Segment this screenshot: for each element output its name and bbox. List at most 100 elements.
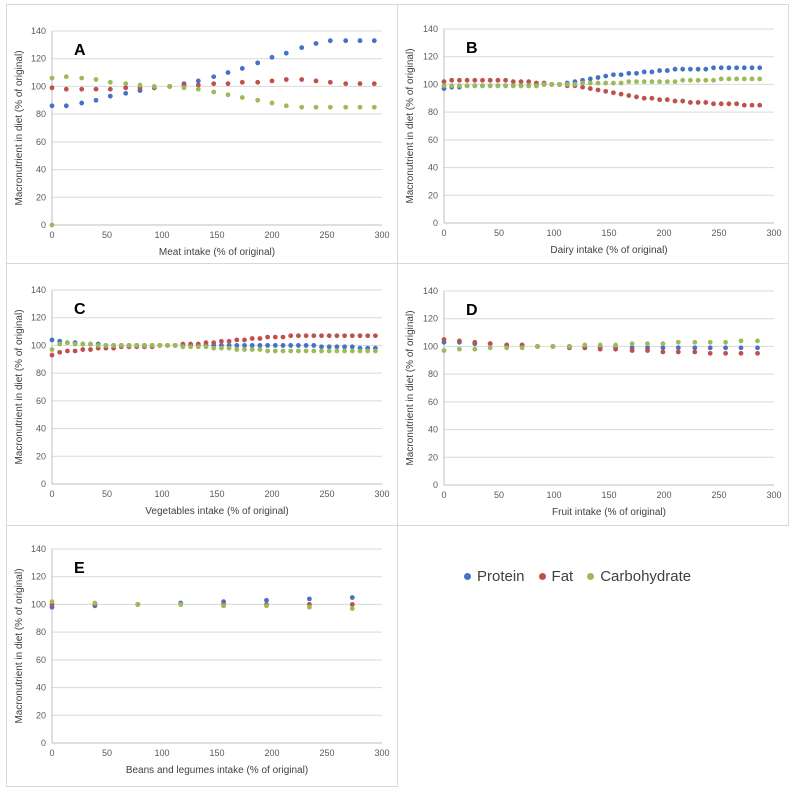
carbohydrate-point [534, 83, 539, 89]
protein-point [49, 337, 55, 343]
carbohydrate-point [550, 344, 556, 349]
carbohydrate-point [357, 104, 363, 110]
protein-point [587, 76, 593, 82]
y-tick-label: 0 [433, 218, 438, 228]
fat-point [718, 101, 724, 107]
protein-point [660, 345, 666, 351]
protein-point [93, 97, 99, 103]
fat-point [357, 81, 363, 87]
protein-point [692, 345, 698, 351]
carbohydrate-point [738, 338, 744, 344]
carbohydrate-point [49, 222, 55, 228]
x-tick-label: 100 [154, 230, 169, 240]
fat-point [242, 337, 247, 343]
y-tick-label: 80 [36, 109, 46, 119]
protein-point [680, 66, 686, 72]
protein-point [288, 343, 294, 348]
fat-point [680, 98, 686, 104]
carbohydrate-point [49, 599, 55, 605]
fat-point [629, 348, 635, 353]
fat-point [695, 100, 701, 105]
fat-point [688, 100, 693, 105]
y-tick-label: 40 [36, 683, 46, 693]
fat-point [487, 77, 493, 83]
y-tick-label: 60 [36, 396, 46, 406]
carbohydrate-point [167, 84, 173, 89]
y-tick-label: 100 [31, 340, 46, 350]
fat-point [626, 93, 632, 98]
protein-point [327, 38, 333, 44]
fat-point [480, 77, 485, 83]
x-tick-label: 250 [319, 748, 334, 758]
x-tick-label: 150 [209, 230, 224, 240]
fat-point [239, 79, 245, 85]
x-tick-label: 300 [766, 228, 781, 238]
protein-point [307, 596, 312, 602]
panel-d: 0 20 40 60 80 100 120 140 0 50 100 150 200 250 300 Frui… [397, 263, 789, 526]
y-axis-label: Macronutrient in diet (% of original) [405, 310, 416, 465]
x-tick-label: 0 [49, 489, 54, 499]
fat-point [65, 348, 70, 354]
fat-point [249, 336, 255, 341]
x-tick-label: 0 [49, 230, 54, 240]
carbohydrate-point [142, 343, 147, 348]
x-tick-label: 250 [319, 489, 334, 499]
carbohydrate-point [495, 83, 501, 89]
fat-point [664, 97, 670, 103]
fat-point [441, 79, 447, 85]
x-tick-label: 100 [546, 228, 561, 238]
protein-point [664, 68, 670, 73]
carbohydrate-point [549, 82, 555, 87]
protein-point [357, 38, 363, 44]
carbohydrate-point [123, 81, 129, 87]
x-tick-label: 50 [102, 489, 112, 499]
y-tick-label: 140 [31, 285, 46, 295]
y-tick-label: 140 [31, 544, 46, 554]
y-tick-label: 40 [36, 165, 46, 175]
x-tick-label: 300 [766, 490, 781, 500]
fat-point [611, 90, 616, 96]
protein-point [239, 66, 245, 71]
y-axis-label: Macronutrient in diet (% of original) [14, 568, 25, 723]
carbohydrate-dot-icon [587, 573, 595, 580]
protein-point [342, 344, 347, 350]
x-tick-label: 250 [319, 230, 334, 240]
protein-point [755, 345, 760, 351]
protein-point [688, 66, 693, 72]
x-tick-label: 50 [494, 228, 504, 238]
protein-point [257, 343, 263, 348]
protein-point [107, 93, 113, 99]
fat-point [319, 333, 324, 339]
carbohydrate-point [472, 83, 478, 89]
protein-point [63, 103, 69, 109]
carbohydrate-point [242, 347, 247, 352]
carbohydrate-point [93, 77, 99, 82]
carbohydrate-point [303, 348, 309, 354]
carbohydrate-point [280, 348, 286, 354]
carbohydrate-point [225, 92, 231, 98]
chart-c: 0 20 40 60 80 100 120 140 0 50 100 150 200 250 300 Vege… [14, 285, 390, 517]
y-tick-label: 40 [36, 424, 46, 434]
fat-point [299, 77, 305, 82]
fat-point [343, 81, 349, 87]
x-tick-label: 50 [102, 230, 112, 240]
y-tick-label: 140 [423, 286, 438, 296]
protein-point [242, 343, 247, 348]
carbohydrate-point [211, 89, 217, 95]
carbohydrate-point [457, 346, 462, 352]
protein-point [641, 69, 647, 75]
y-tick-label: 120 [423, 52, 438, 62]
fat-point [371, 81, 377, 87]
carbohydrate-point [660, 341, 666, 347]
carbohydrate-point [118, 343, 124, 348]
panel-e: 0 20 40 60 80 100 120 140 0 50 100 150 200 250 300 Bean… [6, 525, 398, 787]
carbohydrate-point [487, 83, 493, 89]
x-axis-label: Beans and legumes intake (% of original) [126, 765, 308, 776]
protein-point [618, 72, 624, 78]
protein-point [726, 65, 732, 71]
fat-point [203, 340, 209, 346]
fat-point [657, 97, 662, 103]
fat-point [349, 333, 355, 339]
y-tick-label: 140 [423, 24, 438, 34]
protein-point [349, 344, 355, 350]
